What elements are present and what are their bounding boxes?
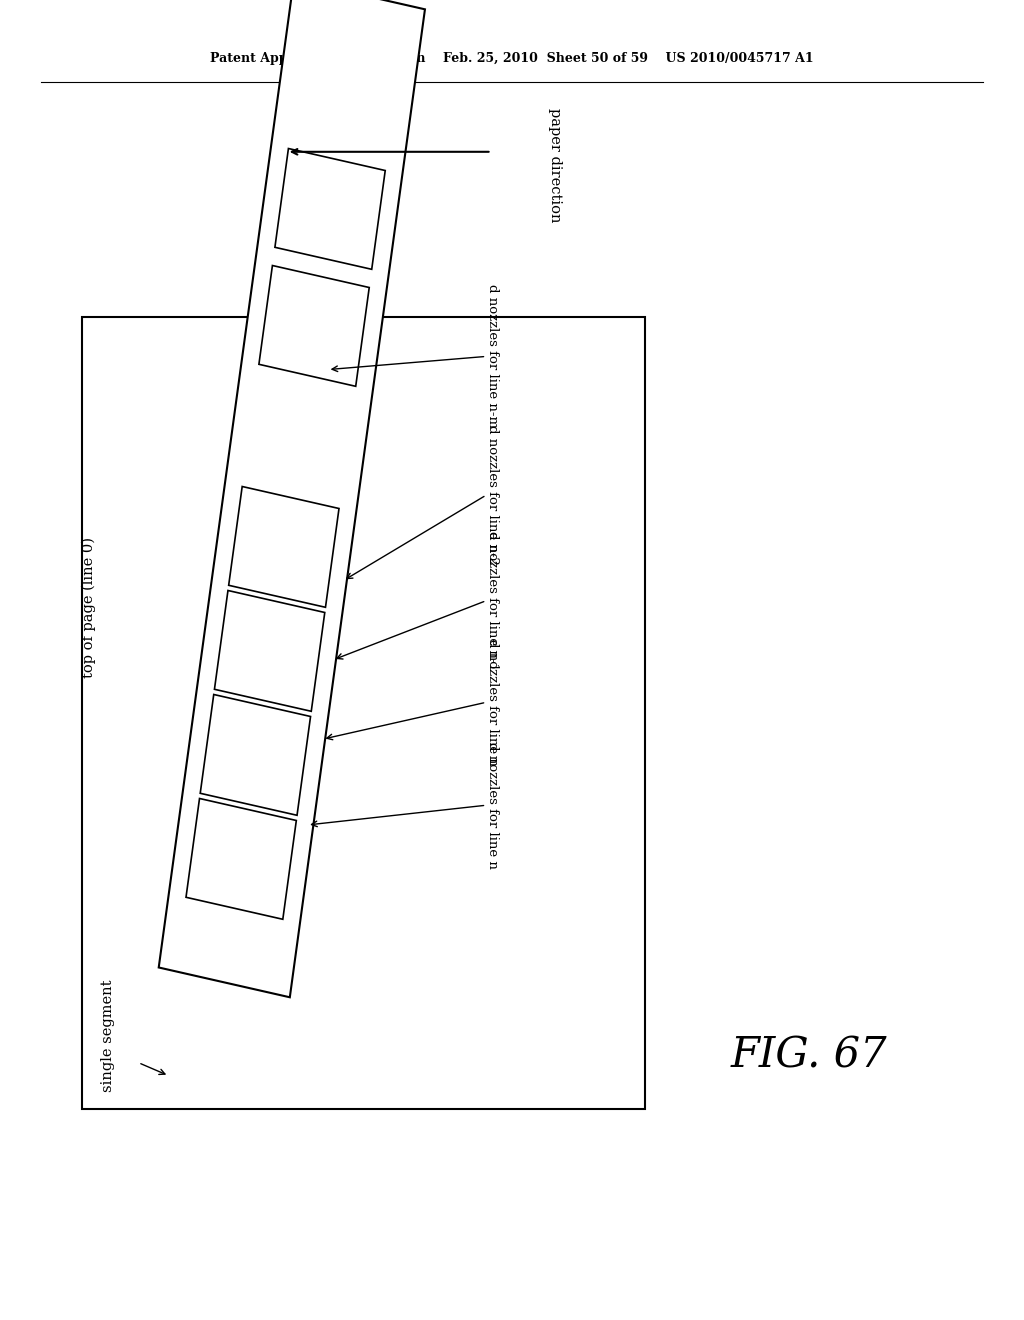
Text: top of page (line 0): top of page (line 0) <box>82 537 96 677</box>
Text: d nozzles for line n-1: d nozzles for line n-1 <box>486 531 500 671</box>
Polygon shape <box>186 799 296 919</box>
Text: paper direction: paper direction <box>548 108 562 222</box>
Polygon shape <box>214 590 325 711</box>
Polygon shape <box>259 265 370 387</box>
Polygon shape <box>274 149 385 269</box>
Text: d nozzles for line n-m: d nozzles for line n-m <box>486 284 500 429</box>
Polygon shape <box>201 694 310 816</box>
Text: d nozzles for line n: d nozzles for line n <box>486 639 500 766</box>
Text: d nozzles for line n-2: d nozzles for line n-2 <box>486 425 500 565</box>
Text: single segment: single segment <box>100 979 115 1093</box>
Text: FIG. 67: FIG. 67 <box>731 1035 887 1077</box>
Bar <box>82 317 645 1109</box>
Text: Patent Application Publication    Feb. 25, 2010  Sheet 50 of 59    US 2010/00457: Patent Application Publication Feb. 25, … <box>210 51 814 65</box>
Polygon shape <box>159 0 425 998</box>
Text: d nozzles for line n: d nozzles for line n <box>486 742 500 869</box>
Polygon shape <box>228 487 339 607</box>
